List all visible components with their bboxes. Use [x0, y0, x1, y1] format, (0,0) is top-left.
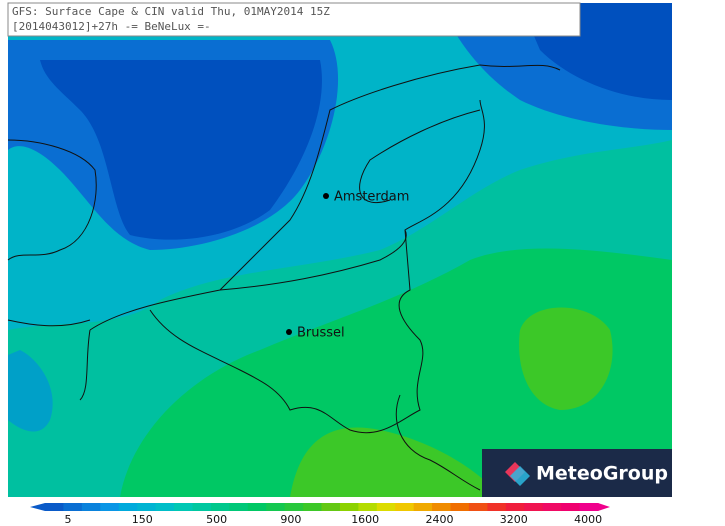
colorbar-segment — [174, 503, 193, 511]
map: Amsterdam Brussel — [7, 3, 672, 497]
field-cyan-sw — [8, 350, 53, 432]
colorbar-segment — [192, 503, 212, 511]
colorbar-segment — [63, 503, 83, 511]
colorbar-label: 1600 — [351, 513, 379, 526]
colorbar-segment — [413, 503, 433, 511]
colorbar-segment — [505, 503, 525, 511]
colorbar-segment — [118, 503, 138, 511]
colorbar-segment — [358, 503, 378, 511]
logo-icon — [510, 466, 530, 486]
colorbar-label: 500 — [206, 513, 227, 526]
colorbar-segment — [487, 503, 507, 511]
colorbar-segment — [303, 503, 322, 511]
colorbar-segment — [432, 503, 452, 511]
colorbar: 5 150 500 900 1600 2400 3200 4000 — [30, 503, 610, 526]
colorbar-segment — [450, 503, 470, 511]
colorbar-segment — [100, 503, 120, 511]
colorbar-segment — [266, 503, 286, 511]
colorbar-segment — [247, 503, 267, 511]
colorbar-segment — [210, 503, 230, 511]
field-green — [120, 248, 672, 497]
field-blue-inner — [40, 60, 322, 240]
city-dot — [286, 329, 292, 335]
colorbar-label: 3200 — [500, 513, 528, 526]
colorbar-segment — [155, 503, 175, 511]
colorbar-segment — [321, 503, 341, 511]
colorbar-segment — [229, 503, 249, 511]
colorbar-segment — [524, 503, 544, 511]
colorbar-segment — [542, 503, 562, 511]
border-fr — [79, 329, 91, 401]
coastline-uk — [7, 139, 97, 261]
title: GFS: Surface Cape & CIN valid Thu, 01MAY… — [12, 5, 330, 18]
field-green-3 — [519, 307, 613, 410]
logo-text: MeteoGroup — [536, 463, 668, 485]
colorbar-segment — [395, 503, 415, 511]
colorbar-segment — [339, 503, 359, 511]
coastline-uk-south — [7, 319, 91, 327]
colorbar-arrow — [598, 503, 610, 511]
title-box — [7, 2, 581, 37]
border-be — [149, 229, 424, 434]
subtitle: [2014043012]+27h -= BeNeLux =- — [12, 20, 211, 33]
city-dot — [323, 193, 329, 199]
colorbar-label: 4000 — [574, 513, 602, 526]
colorbar-segment — [81, 503, 101, 511]
colorbar-segment — [137, 503, 157, 511]
colorbar-label: 150 — [132, 513, 153, 526]
coastline-nl — [89, 64, 561, 331]
colorbar-label: 900 — [280, 513, 301, 526]
border-lu — [395, 394, 481, 491]
colorbar-label: 2400 — [426, 513, 454, 526]
colorbar-arrow — [30, 503, 45, 511]
colorbar-segment — [284, 503, 304, 511]
colorbar-segment — [468, 503, 488, 511]
colorbar-segment — [45, 503, 64, 511]
colorbar-segment — [376, 503, 396, 511]
colorbar-label: 5 — [65, 513, 72, 526]
city-label: Amsterdam — [334, 190, 409, 205]
city-label: Brussel — [297, 326, 345, 341]
field-green-2 — [290, 427, 500, 497]
colorbar-segment — [561, 503, 581, 511]
colorbar-segment — [579, 503, 599, 511]
